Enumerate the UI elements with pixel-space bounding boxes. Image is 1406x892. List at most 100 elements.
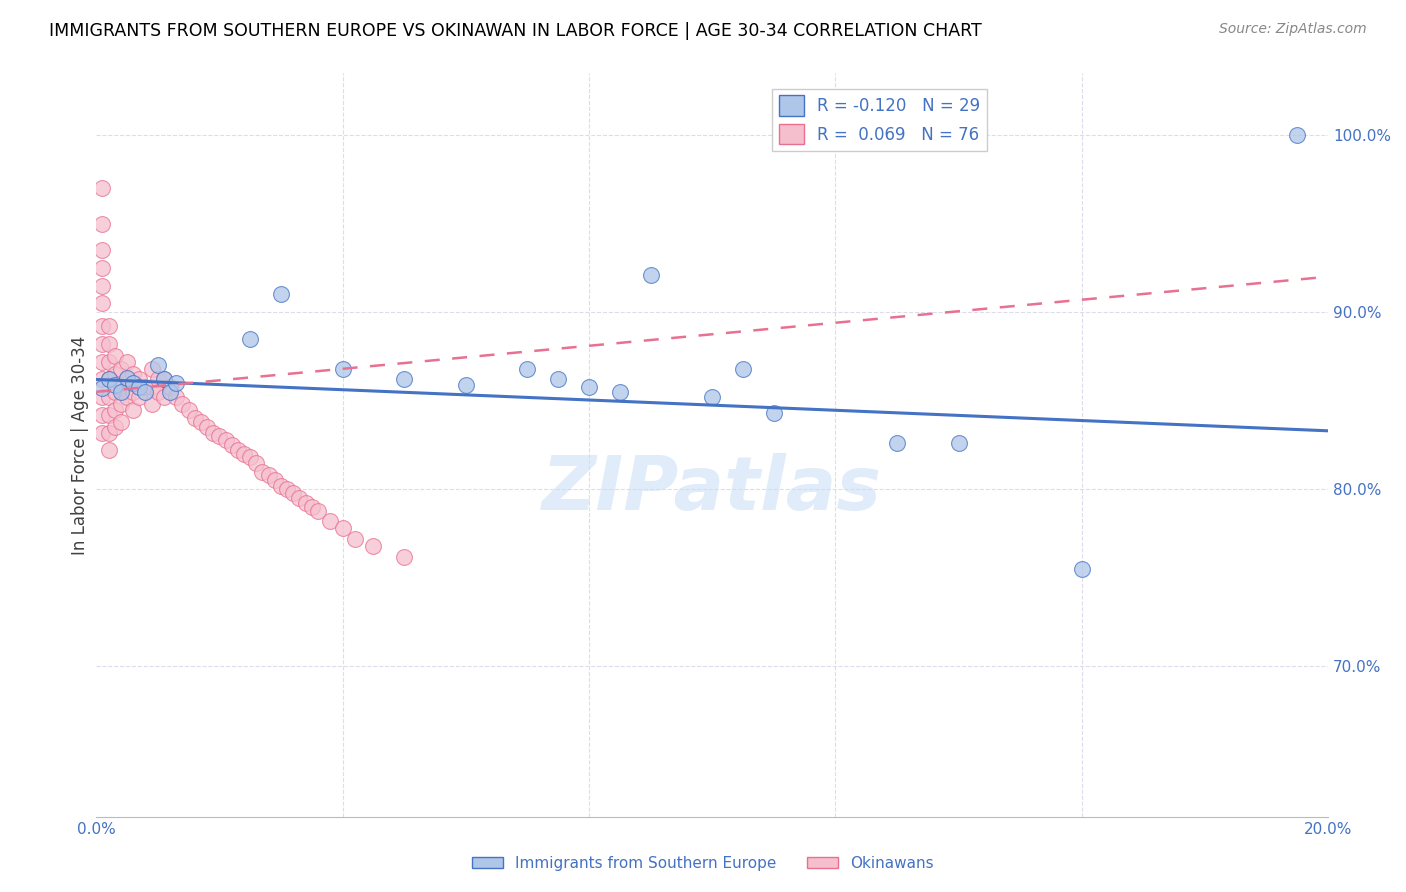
Point	[516, 361, 538, 376]
Point	[97, 443, 120, 458]
Point	[91, 408, 114, 422]
Point	[332, 521, 354, 535]
Point	[91, 381, 114, 395]
Point	[134, 384, 156, 399]
Point	[159, 384, 181, 399]
Point	[392, 372, 415, 386]
Point	[97, 372, 120, 386]
Point	[190, 415, 212, 429]
Point	[195, 420, 218, 434]
Point	[97, 425, 120, 440]
Point	[276, 483, 298, 497]
Point	[319, 514, 342, 528]
Point	[731, 361, 754, 376]
Point	[122, 384, 145, 399]
Point	[141, 379, 163, 393]
Point	[115, 355, 138, 369]
Point	[146, 372, 169, 386]
Point	[134, 379, 156, 393]
Point	[252, 465, 274, 479]
Point	[104, 402, 127, 417]
Point	[91, 425, 114, 440]
Point	[91, 243, 114, 257]
Point	[122, 402, 145, 417]
Text: IMMIGRANTS FROM SOUTHERN EUROPE VS OKINAWAN IN LABOR FORCE | AGE 30-34 CORRELATI: IMMIGRANTS FROM SOUTHERN EUROPE VS OKINA…	[49, 22, 981, 40]
Point	[97, 337, 120, 351]
Point	[283, 485, 305, 500]
Point	[91, 355, 114, 369]
Text: ZIPatlas: ZIPatlas	[543, 453, 882, 526]
Point	[91, 390, 114, 404]
Point	[110, 384, 132, 399]
Point	[153, 372, 176, 386]
Point	[165, 376, 187, 390]
Point	[91, 337, 114, 351]
Point	[233, 447, 256, 461]
Point	[307, 503, 329, 517]
Point	[202, 425, 225, 440]
Point	[363, 539, 385, 553]
Point	[640, 268, 662, 282]
Point	[115, 372, 138, 386]
Point	[153, 390, 176, 404]
Point	[578, 379, 600, 393]
Point	[128, 372, 150, 386]
Point	[702, 390, 724, 404]
Point	[110, 379, 132, 393]
Legend: Immigrants from Southern Europe, Okinawans: Immigrants from Southern Europe, Okinawa…	[467, 850, 939, 877]
Point	[177, 402, 200, 417]
Point	[91, 260, 114, 275]
Point	[208, 429, 231, 443]
Y-axis label: In Labor Force | Age 30-34: In Labor Force | Age 30-34	[72, 335, 89, 555]
Point	[294, 496, 316, 510]
Point	[153, 372, 176, 386]
Legend: R = -0.120   N = 29, R =  0.069   N = 76: R = -0.120 N = 29, R = 0.069 N = 76	[772, 88, 987, 151]
Point	[141, 361, 163, 376]
Point	[91, 296, 114, 310]
Point	[110, 415, 132, 429]
Point	[221, 438, 243, 452]
Point	[165, 390, 187, 404]
Point	[239, 332, 262, 346]
Point	[270, 287, 292, 301]
Point	[91, 319, 114, 334]
Point	[172, 397, 194, 411]
Point	[184, 411, 207, 425]
Point	[146, 358, 169, 372]
Point	[343, 532, 366, 546]
Point	[226, 443, 249, 458]
Point	[91, 217, 114, 231]
Point	[288, 491, 311, 505]
Point	[392, 549, 415, 564]
Point	[104, 384, 127, 399]
Point	[115, 390, 138, 404]
Point	[104, 377, 127, 392]
Point	[270, 479, 292, 493]
Point	[948, 436, 970, 450]
Point	[886, 436, 908, 450]
Point	[159, 379, 181, 393]
Point	[104, 367, 127, 381]
Point	[214, 433, 236, 447]
Point	[110, 397, 132, 411]
Point	[110, 361, 132, 376]
Point	[332, 361, 354, 376]
Point	[91, 278, 114, 293]
Point	[91, 372, 114, 386]
Point	[762, 406, 785, 420]
Point	[97, 319, 120, 334]
Point	[609, 384, 631, 399]
Point	[1070, 562, 1092, 576]
Point	[97, 372, 120, 386]
Point	[141, 397, 163, 411]
Point	[547, 372, 569, 386]
Point	[454, 377, 477, 392]
Point	[104, 420, 127, 434]
Point	[122, 376, 145, 390]
Point	[146, 384, 169, 399]
Point	[97, 408, 120, 422]
Point	[1286, 128, 1309, 142]
Point	[301, 500, 323, 514]
Point	[257, 468, 280, 483]
Point	[263, 474, 285, 488]
